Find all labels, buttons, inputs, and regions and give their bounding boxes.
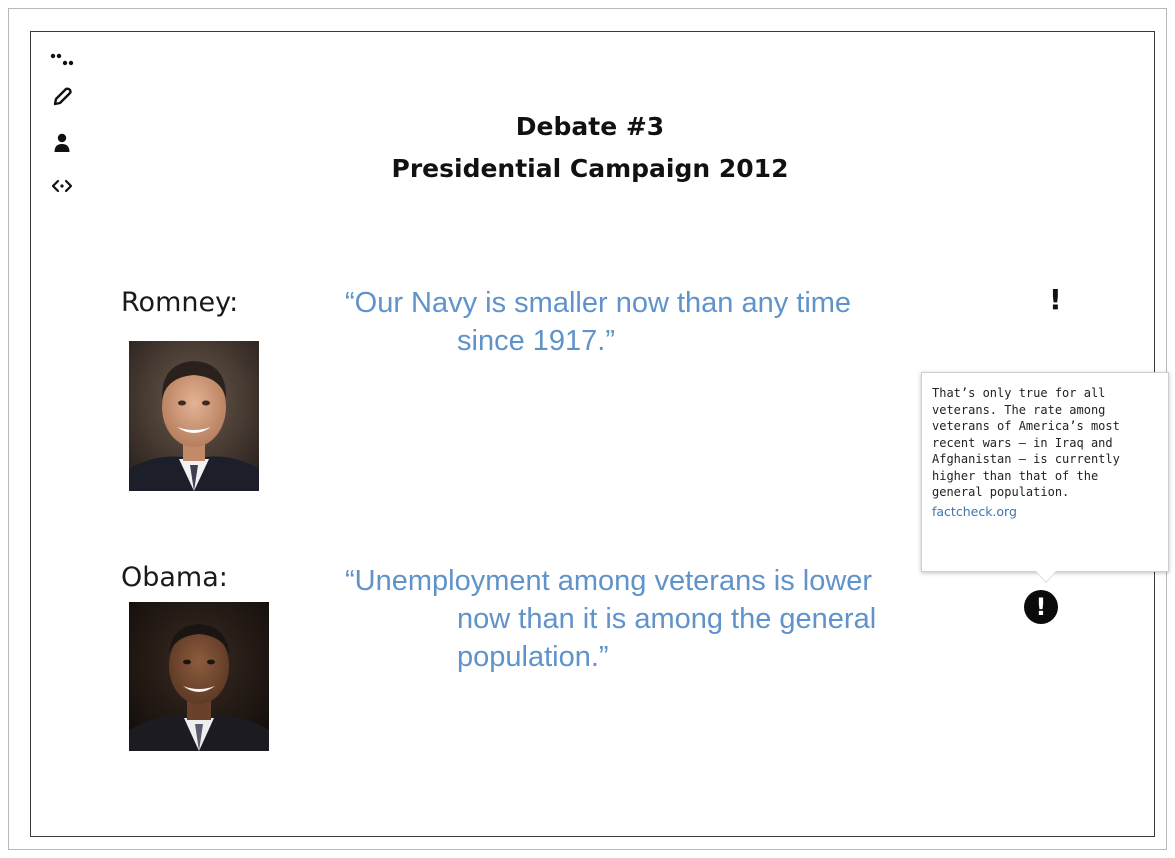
romney-quote-line-2: since 1917.” — [457, 325, 615, 357]
embed-icon[interactable] — [48, 172, 76, 200]
obama-quote-line-2: now than it is among the general — [457, 603, 877, 635]
tooltip-line: Afghanistan — is currently — [932, 452, 1120, 466]
obama-quote-line-1: “Unemployment among veterans is lower — [345, 565, 873, 597]
title-line-1: Debate #3 — [515, 112, 665, 141]
fact-check-tooltip: That’s only true for all veterans. The r… — [921, 372, 1169, 572]
tooltip-line: veterans of America’s most — [932, 419, 1120, 433]
romney-photo — [129, 341, 259, 491]
dots-icon[interactable] — [48, 46, 76, 74]
speaker-label-romney: Romney: — [121, 287, 239, 318]
tooltip-line: veterans. The rate among — [932, 402, 1106, 417]
tooltip-line: That’s only true for all — [932, 386, 1106, 400]
romney-quote-line-1: “Our Navy is smaller now than any time — [345, 287, 852, 319]
obama-photo — [129, 602, 269, 751]
obama-quote: “Unemployment among veterans is lower no… — [345, 562, 876, 676]
pen-icon[interactable] — [48, 83, 76, 111]
obama-quote-line-3: population.” — [457, 641, 609, 673]
slide-title: Debate #3 Presidential Campaign 2012 — [330, 106, 850, 190]
tooltip-line: general population. — [932, 485, 1070, 499]
tooltip-line: higher than that of the — [932, 468, 1099, 483]
user-icon[interactable] — [48, 129, 76, 157]
annotation-marker[interactable]: ! — [1049, 283, 1062, 316]
tooltip-source-link[interactable]: factcheck.org — [932, 503, 1017, 519]
speaker-label-obama: Obama: — [121, 562, 228, 593]
tooltip-line: recent wars — in Iraq and — [932, 435, 1113, 450]
tooltip-arrow — [1036, 571, 1056, 582]
title-line-2: Presidential Campaign 2012 — [391, 154, 789, 183]
romney-quote: “Our Navy is smaller now than any time s… — [345, 284, 851, 360]
annotation-marker-active[interactable]: ! — [1024, 590, 1058, 624]
